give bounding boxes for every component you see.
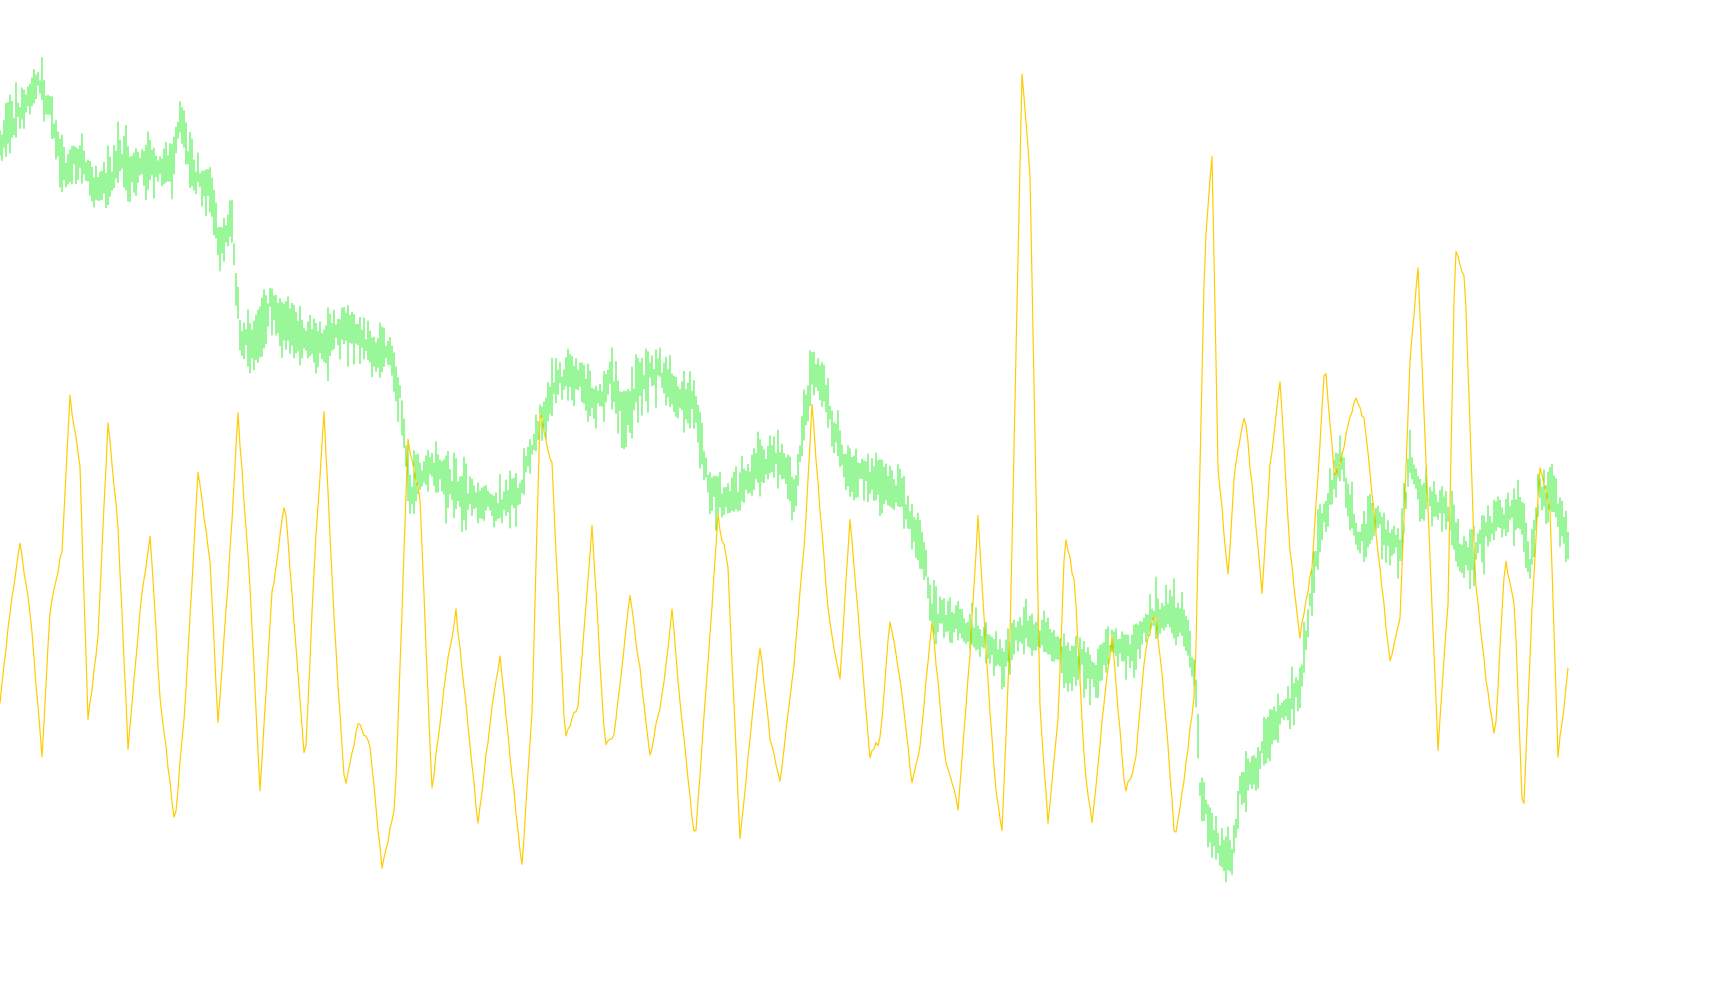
series-layer	[0, 57, 1569, 883]
series-oscillator	[0, 73, 1569, 869]
series-price	[0, 57, 1569, 883]
oscillator-line	[0, 73, 1569, 869]
